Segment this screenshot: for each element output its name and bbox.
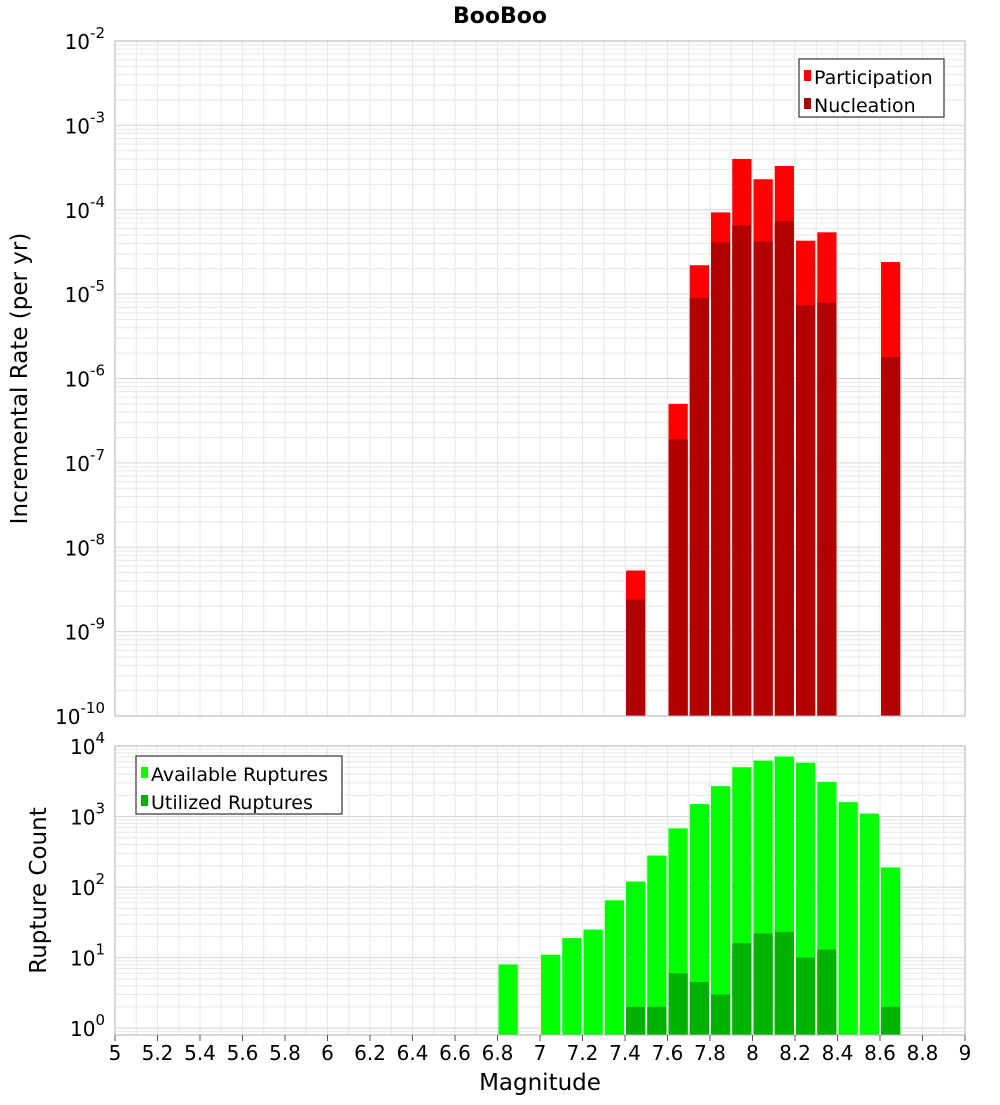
- x-tick-label: 5.6: [227, 1041, 259, 1065]
- x-tick-label: 6.8: [482, 1041, 514, 1065]
- y-axis-title: Rupture Count: [26, 807, 52, 973]
- bar-secondary: [753, 241, 773, 717]
- bar-primary: [859, 813, 879, 1035]
- bar-primary: [689, 804, 709, 1035]
- top-panel: 10-10 10-9 10-8 10-7 10-6 10-5 10-4 10-3 10-2 Inc…: [7, 24, 966, 729]
- bar-secondary: [689, 297, 709, 716]
- x-tick-label: 5.4: [184, 1041, 216, 1065]
- bar-secondary: [626, 599, 646, 716]
- bar-secondary: [817, 949, 837, 1035]
- bar-secondary: [753, 933, 773, 1035]
- x-tick-label: 7.8: [694, 1041, 726, 1065]
- bar-secondary: [626, 1006, 646, 1035]
- bar-secondary: [881, 356, 901, 716]
- legend-swatch: [804, 98, 811, 109]
- bar-primary: [498, 964, 518, 1035]
- bar-secondary: [711, 994, 731, 1035]
- bar-primary: [838, 802, 858, 1035]
- bar-primary: [711, 786, 731, 1035]
- bottom-panel: 100 101 102 103 104 Rupture Count Available Ru…: [26, 729, 971, 1096]
- bar-secondary: [668, 973, 688, 1035]
- x-tick-label: 7.2: [567, 1041, 599, 1065]
- y-tick-label: 10-5: [65, 277, 105, 307]
- legend-label: Available Ruptures: [151, 764, 328, 786]
- y-tick-label: 10-2: [65, 24, 105, 54]
- legend-label: Nucleation: [814, 95, 916, 117]
- bar-secondary: [817, 302, 837, 716]
- y-tick-label: 103: [70, 800, 105, 830]
- legend-box: [135, 755, 343, 815]
- x-tick-label: 8.6: [864, 1041, 896, 1065]
- plot-frame: [114, 40, 966, 717]
- bar-primary: [881, 867, 901, 1035]
- bar-primary: [583, 929, 603, 1035]
- bar-primary: [604, 900, 624, 1035]
- legend-swatch: [804, 70, 811, 81]
- x-tick-label: 6.6: [439, 1041, 471, 1065]
- x-tick-label: 6.2: [354, 1041, 386, 1065]
- legend-label: Participation: [814, 67, 933, 89]
- y-axis-title: Incremental Rate (per yr): [7, 233, 33, 525]
- x-tick-label: 7: [534, 1041, 547, 1065]
- x-tick-label: 7.6: [652, 1041, 684, 1065]
- bar-primary: [541, 954, 561, 1035]
- bar-secondary: [881, 1006, 901, 1035]
- y-tick-label: 10-8: [65, 530, 105, 560]
- x-tick-label: 5.2: [142, 1041, 174, 1065]
- y-tick-label: 101: [70, 941, 105, 971]
- bar-secondary: [689, 982, 709, 1035]
- y-tick-label: 10-6: [65, 362, 105, 392]
- y-tick-label: 102: [70, 870, 105, 900]
- legend-swatch: [141, 767, 148, 778]
- x-tick-label: 8.2: [779, 1041, 811, 1065]
- y-tick-label: 10-4: [65, 193, 105, 223]
- x-tick-label: 7.4: [609, 1041, 641, 1065]
- y-tick-label: 10-10: [55, 699, 105, 729]
- x-tick-label: 5.8: [269, 1041, 301, 1065]
- y-tick-label: 10-7: [65, 446, 105, 476]
- bar-secondary: [647, 1006, 667, 1035]
- x-tick-label: 9: [959, 1041, 972, 1065]
- legend-label: Utilized Ruptures: [151, 792, 313, 814]
- x-tick-label: 8: [746, 1041, 759, 1065]
- x-tick-label: 5: [109, 1041, 122, 1065]
- bar-secondary: [796, 957, 816, 1035]
- y-tick-label: 10-9: [65, 615, 105, 645]
- x-tick-label: 8.8: [907, 1041, 939, 1065]
- bar-primary: [647, 855, 667, 1035]
- legend-box: [798, 58, 945, 118]
- x-axis-title: Magnitude: [479, 1070, 601, 1096]
- bar-primary: [626, 881, 646, 1035]
- x-tick-label: 8.4: [822, 1041, 854, 1065]
- y-tick-label: 100: [70, 1011, 105, 1041]
- chart-title: BooBoo: [453, 4, 547, 29]
- legend-swatch: [141, 795, 148, 806]
- x-tick-label: 6.4: [397, 1041, 429, 1065]
- bar-secondary: [668, 439, 688, 716]
- bar-secondary: [796, 305, 816, 716]
- bar-primary: [562, 937, 582, 1035]
- bar-secondary: [732, 225, 752, 716]
- bar-secondary: [732, 943, 752, 1035]
- y-tick-label: 10-3: [65, 108, 105, 138]
- y-tick-label: 104: [70, 729, 105, 759]
- bar-secondary: [711, 242, 731, 716]
- x-tick-label: 6: [321, 1041, 334, 1065]
- bar-secondary: [774, 221, 794, 716]
- bar-secondary: [774, 932, 794, 1035]
